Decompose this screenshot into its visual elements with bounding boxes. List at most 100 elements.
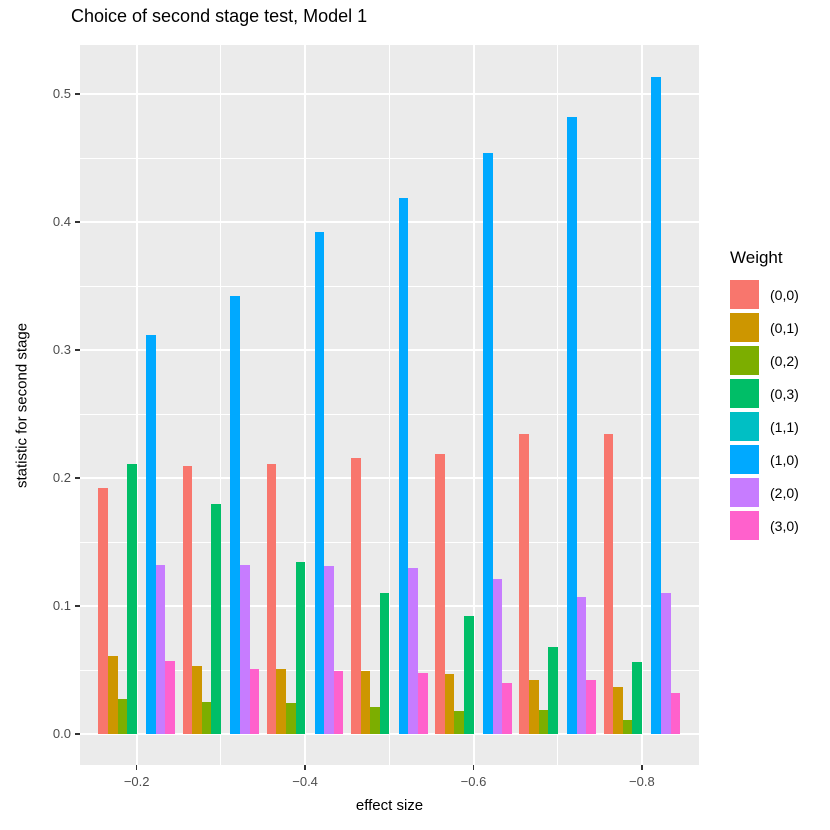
y-tick-mark	[75, 349, 80, 351]
legend-key-(0,0): (0,0)	[730, 280, 799, 309]
legend-swatch-(0,3)	[730, 379, 759, 408]
bar-(3,0)-at--0.7	[586, 680, 596, 734]
legend-title: Weight	[730, 248, 783, 267]
y-tick-label: 0.1	[52, 598, 71, 613]
bar-(1,0)-at--0.3	[230, 296, 241, 734]
y-major-gridline	[80, 93, 699, 95]
bar-(1,0)-at--0.7	[567, 117, 577, 734]
x-tick-label: −0.4	[292, 774, 318, 789]
bar-(2,0)-at--0.5	[408, 567, 418, 734]
x-tick-label: −0.8	[629, 774, 655, 789]
legend-swatch-(1,1)	[730, 412, 759, 441]
x-minor-gridline	[388, 45, 390, 765]
x-minor-gridline	[557, 45, 559, 765]
bar-(3,0)-at--0.5	[417, 672, 428, 734]
plot-panel	[80, 45, 699, 765]
x-tick-mark	[641, 765, 643, 770]
x-minor-gridline	[220, 45, 222, 765]
bar-(0,0)-at--0.7	[519, 434, 529, 734]
bar-(0,0)-at--0.3	[182, 466, 193, 734]
y-tick-mark	[75, 733, 80, 735]
bar-(3,0)-at--0.6	[502, 682, 512, 734]
bar-(0,1)-at--0.5	[360, 671, 371, 734]
bar-(0,1)-at--0.3	[192, 666, 202, 734]
x-major-gridline	[472, 45, 475, 765]
bar-(0,2)-at--0.4	[285, 703, 296, 734]
legend-swatch-(2,0)	[730, 478, 759, 507]
legend-swatch-(3,0)	[730, 511, 759, 540]
bar-(0,3)-at--0.5	[379, 593, 390, 734]
bar-(3,0)-at--0.8	[670, 693, 681, 734]
x-tick-label: −0.6	[460, 774, 487, 789]
legend-key-(1,0): (1,0)	[730, 445, 799, 474]
legend-key-(3,0): (3,0)	[730, 511, 799, 540]
bar-(0,3)-at--0.6	[463, 616, 474, 734]
y-tick-mark	[75, 221, 80, 223]
y-tick-mark	[75, 477, 80, 479]
legend-key-(2,0): (2,0)	[730, 478, 799, 507]
x-tick-mark	[135, 765, 138, 770]
y-major-gridline	[80, 349, 699, 351]
legend-key-(0,2): (0,2)	[730, 346, 799, 375]
bar-(0,3)-at--0.8	[632, 662, 642, 734]
bar-(0,1)-at--0.6	[444, 673, 455, 734]
y-tick-mark	[75, 93, 80, 95]
bar-(2,0)-at--0.8	[661, 593, 671, 734]
x-tick-label: −0.2	[123, 774, 150, 789]
bar-(0,3)-at--0.7	[548, 646, 558, 734]
bar-(0,0)-at--0.2	[98, 488, 108, 734]
x-tick-mark	[304, 765, 306, 770]
legend-label: (2,0)	[770, 484, 799, 501]
y-tick-label: 0.3	[52, 342, 71, 357]
bar-(1,0)-at--0.2	[146, 334, 156, 734]
legend-key-(0,3): (0,3)	[730, 379, 799, 408]
legend-label: (1,1)	[770, 418, 799, 435]
bar-(0,1)-at--0.7	[529, 680, 539, 734]
bar-(2,0)-at--0.6	[492, 579, 503, 734]
legend-label: (0,1)	[770, 319, 799, 336]
bar-(0,2)-at--0.3	[201, 702, 212, 734]
y-major-gridline	[80, 221, 699, 223]
y-axis-title: statistic for second stage	[13, 322, 31, 489]
x-axis-title: effect size	[355, 797, 424, 814]
bar-(0,1)-at--0.4	[276, 668, 286, 734]
legend: Weight (0,0) (0,1) (0,2) (0,3) (1,1) (1,0) (2,…	[730, 248, 799, 544]
bar-(0,2)-at--0.7	[538, 709, 549, 734]
x-major-gridline	[640, 45, 643, 765]
bar-(0,3)-at--0.3	[211, 503, 221, 734]
y-tick-mark	[75, 605, 80, 607]
bar-(0,0)-at--0.8	[603, 434, 614, 734]
y-major-gridline	[80, 477, 699, 479]
x-major-gridline	[135, 45, 138, 765]
legend-keys: (0,0) (0,1) (0,2) (0,3) (1,1) (1,0) (2,0) (3,0)	[730, 280, 799, 540]
bar-(0,3)-at--0.4	[295, 562, 306, 734]
legend-key-(0,1): (0,1)	[730, 313, 799, 342]
bar-(1,0)-at--0.8	[651, 77, 662, 734]
bar-(2,0)-at--0.3	[240, 565, 250, 734]
x-major-gridline	[304, 45, 307, 765]
chart-title: Choice of second stage test, Model 1	[71, 6, 368, 26]
legend-swatch-(1,0)	[730, 445, 759, 474]
legend-swatch-(0,2)	[730, 346, 759, 375]
legend-swatch-(0,1)	[730, 313, 759, 342]
bar-(0,0)-at--0.4	[266, 463, 277, 734]
bar-(0,0)-at--0.5	[351, 457, 361, 734]
bar-(2,0)-at--0.4	[324, 566, 334, 734]
bar-(0,2)-at--0.2	[117, 699, 128, 734]
legend-label: (3,0)	[770, 517, 799, 534]
bar-(0,2)-at--0.8	[622, 719, 633, 734]
legend-key-(1,1): (1,1)	[730, 412, 799, 441]
y-tick-label: 0.0	[52, 726, 71, 741]
bar-(3,0)-at--0.2	[165, 661, 175, 734]
legend-label: (0,0)	[770, 286, 799, 303]
bar-(0,3)-at--0.2	[127, 463, 137, 734]
bar-(0,2)-at--0.6	[454, 710, 464, 734]
bar-(1,0)-at--0.4	[314, 232, 325, 734]
bar-(0,1)-at--0.8	[613, 686, 623, 734]
y-major-gridline	[80, 733, 699, 735]
bar-(0,2)-at--0.5	[370, 707, 380, 734]
legend-label: (0,2)	[770, 352, 799, 369]
y-tick-label: 0.5	[52, 86, 71, 101]
bar-(0,1)-at--0.2	[108, 655, 118, 734]
